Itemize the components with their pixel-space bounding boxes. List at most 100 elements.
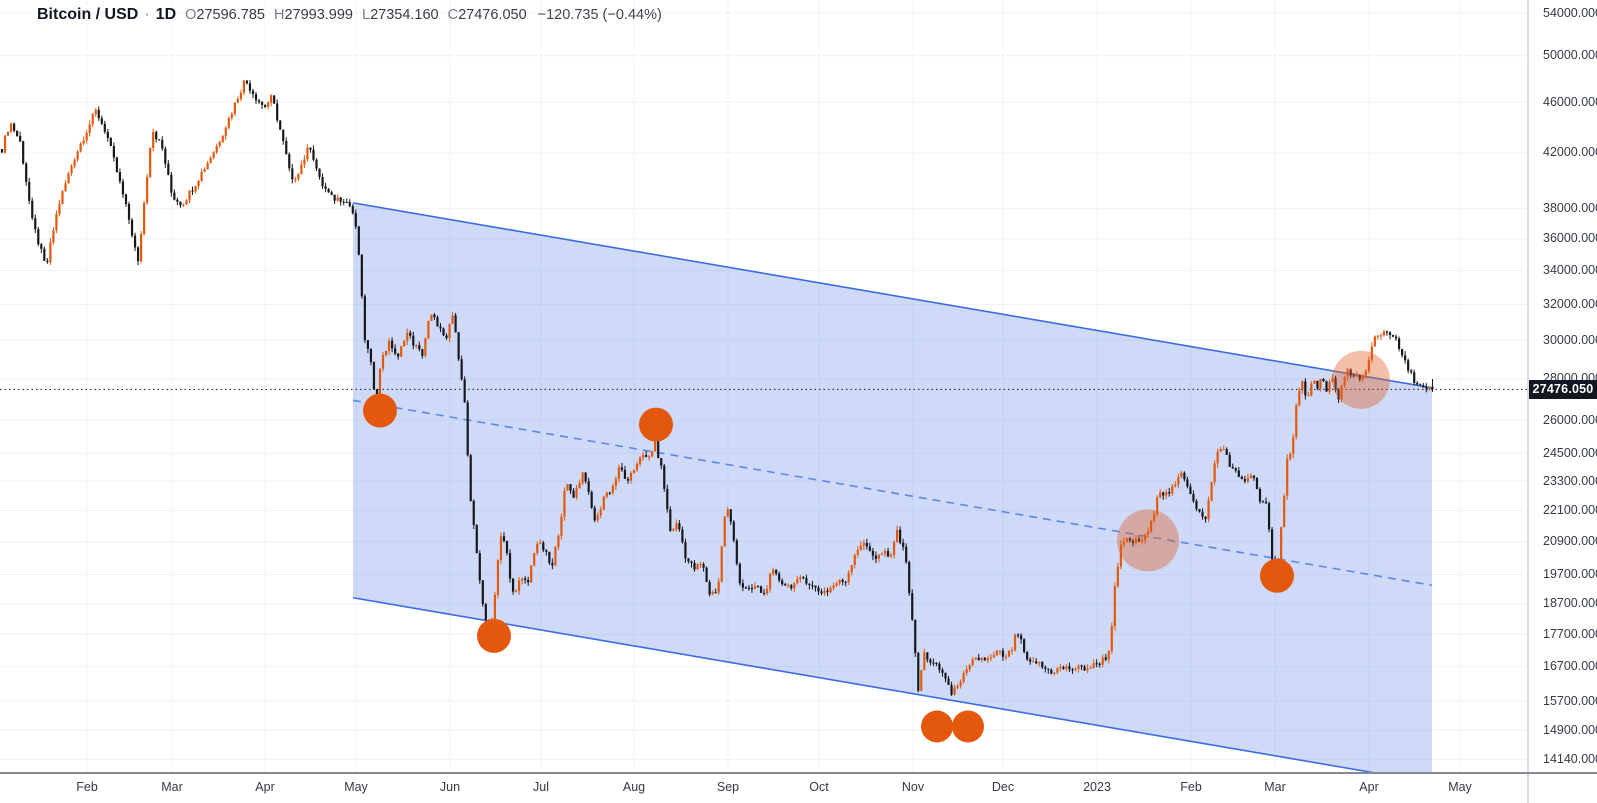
circle-marker[interactable] (1260, 558, 1294, 593)
price-tick-label: 20900.000 (1543, 534, 1597, 549)
candle-body (1146, 531, 1150, 535)
candle-body (463, 379, 466, 403)
candle-body (1153, 513, 1156, 522)
candle-body (285, 141, 288, 155)
candle-body (1110, 626, 1113, 652)
candle-body (348, 202, 351, 207)
price-tick-label: 23300.000 (1543, 473, 1597, 488)
candle-body (1001, 650, 1005, 657)
candle-body (1404, 355, 1407, 361)
candle-body (632, 469, 636, 474)
candle-body (1310, 383, 1313, 396)
candle-body (37, 229, 40, 245)
price-tick-label: 46000.000 (1543, 94, 1597, 109)
candle-body (100, 118, 103, 124)
candle-body (31, 200, 34, 218)
candle-body (1159, 492, 1162, 498)
candle-body (143, 203, 146, 234)
candle-body (1162, 492, 1165, 496)
price-tick-label: 24500.000 (1543, 445, 1597, 460)
candle-body (732, 521, 735, 541)
candle-body (0, 149, 4, 153)
price-tick-label: 26000.000 (1543, 412, 1597, 427)
candle-body (678, 523, 681, 530)
candle-body (1077, 665, 1080, 669)
candle-body (412, 335, 415, 346)
candle-body (1068, 666, 1071, 670)
candle-body (765, 589, 769, 594)
candle-body (599, 509, 602, 516)
candle-body (1313, 380, 1316, 384)
candle-body (617, 467, 620, 479)
candle-body (865, 542, 868, 547)
candle-body (657, 439, 660, 459)
candle-body (1240, 476, 1243, 480)
candle-body (381, 355, 385, 369)
candle-body (1004, 656, 1008, 658)
candle-body (378, 368, 382, 398)
candle-body (1041, 661, 1044, 668)
candle-body (227, 117, 230, 128)
candle-body (1385, 331, 1389, 333)
candle-body (1431, 386, 1434, 390)
highlight-circle[interactable] (1117, 509, 1179, 572)
candle-body (1128, 538, 1132, 541)
channel-bottom-line[interactable] (352, 596, 1376, 774)
candle-body (675, 523, 678, 530)
candle-body (442, 328, 445, 336)
candle-body (309, 147, 312, 150)
candle-body (641, 454, 645, 458)
candle-body (1213, 463, 1216, 483)
time-tick-label: Jun (439, 780, 461, 794)
candle-body (224, 127, 227, 136)
candle-body (720, 546, 723, 582)
candle-body (796, 578, 799, 584)
candle-body (829, 588, 832, 593)
highlight-circle[interactable] (1332, 350, 1390, 409)
candle-body (1207, 500, 1210, 520)
candle-body (1410, 370, 1413, 373)
candle-body (342, 201, 345, 203)
candle-body (1032, 661, 1035, 663)
candle-body (1258, 489, 1262, 502)
candle-body (1407, 360, 1410, 371)
candle-body (421, 349, 424, 356)
circle-marker[interactable] (363, 393, 397, 428)
circle-marker[interactable] (639, 407, 673, 442)
candle-body (1379, 335, 1383, 337)
candle-body (427, 320, 430, 339)
symbol-title[interactable]: Bitcoin / USD (37, 6, 139, 23)
circle-marker[interactable] (921, 710, 953, 743)
candle-body (696, 564, 699, 570)
candle-body (140, 233, 143, 262)
candle-body (841, 579, 844, 582)
time-tick-label: May (1448, 780, 1472, 794)
circle-marker[interactable] (952, 710, 984, 743)
channel-top-line[interactable] (352, 202, 1433, 389)
candle-body (962, 673, 965, 682)
candle-body (518, 580, 521, 591)
candle-body (762, 592, 766, 594)
candle-body (735, 540, 738, 564)
price-tick-label: 50000.000 (1543, 48, 1597, 63)
candle-body (357, 226, 360, 255)
channel-midline[interactable] (352, 399, 1433, 587)
candle-body (602, 496, 605, 510)
candle-body (1119, 544, 1122, 567)
candle-body (185, 200, 188, 205)
candle-body (327, 188, 330, 193)
change-value: −120.735 (−0.44%) (537, 7, 662, 23)
candle-body (472, 500, 475, 525)
candle-body (1092, 663, 1095, 668)
candle-body (273, 95, 276, 104)
candle-body (1349, 369, 1352, 376)
candle-body (651, 451, 654, 457)
interval-label[interactable]: 1D (155, 6, 177, 23)
candle-body (508, 553, 512, 579)
candle-body (1186, 479, 1189, 487)
circle-marker[interactable] (477, 618, 511, 653)
channel-fill[interactable] (353, 202, 1432, 773)
candle-body (354, 213, 357, 227)
time-tick-label: Nov (901, 780, 925, 794)
